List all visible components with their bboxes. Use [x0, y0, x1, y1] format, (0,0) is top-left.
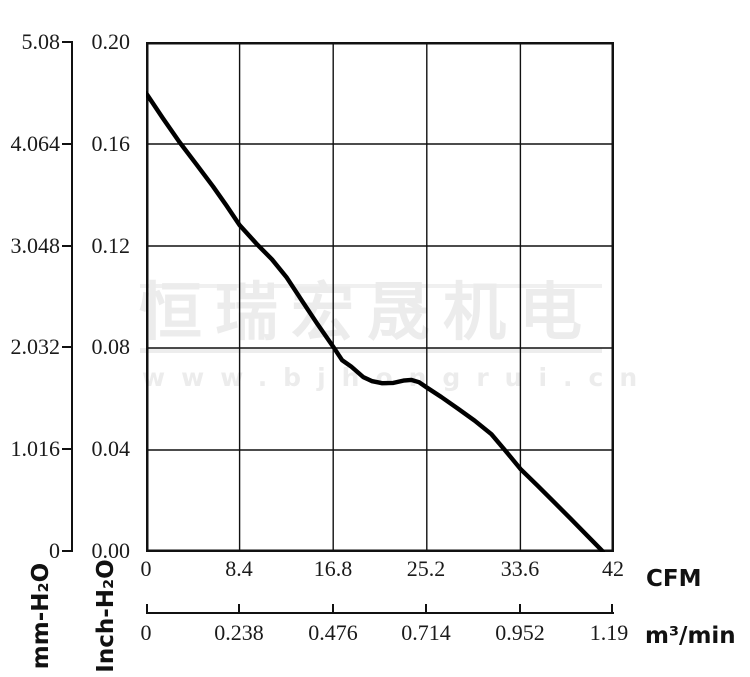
m3min-axis-unit-label: m³/min	[645, 623, 736, 649]
m3min-tick-label: 0.238	[214, 620, 264, 645]
cfm-axis-unit-label: CFM	[646, 566, 702, 592]
cfm-tick-label: 33.6	[500, 556, 540, 581]
mm-h2o-tick-label: 4.064	[10, 131, 61, 156]
cfm-tick-label: 0	[140, 556, 152, 581]
pressure-curve	[146, 90, 606, 552]
mm-h2o-axis-tick	[62, 41, 72, 43]
m3min-axis-tick	[146, 604, 148, 613]
plot-border	[146, 42, 614, 552]
m3min-tick-label: 0.952	[495, 620, 545, 645]
m3min-tick-label: 0.476	[308, 620, 358, 645]
m3min-axis-tick	[332, 604, 334, 613]
mm-h2o-axis-tick	[62, 448, 72, 450]
mm-h2o-tick-label: 5.08	[21, 29, 61, 54]
mm-h2o-axis-tick	[62, 143, 72, 145]
m3min-axis-tick	[425, 604, 427, 613]
mm-h2o-axis-tick	[62, 245, 72, 247]
mm-h2o-tick-label: 0	[49, 538, 60, 563]
watermark-brand-text: 恒瑞宏晟机电	[139, 276, 595, 349]
m3min-axis-tick	[611, 604, 613, 613]
inch-h2o-axis-unit-label: Inch-H₂O	[93, 559, 119, 673]
watermark-bottom-rule	[140, 348, 602, 353]
m3min-axis-tick	[519, 604, 521, 613]
mm-h2o-axis-line	[71, 41, 73, 552]
m3min-axis-line	[146, 612, 614, 614]
mm-h2o-axis-tick	[62, 346, 72, 348]
mm-h2o-axis-unit-label: mm-H₂O	[28, 562, 54, 670]
gridlines	[146, 42, 614, 552]
mm-h2o-tick-label: 2.032	[10, 334, 61, 359]
cfm-tick-label: 25.2	[406, 556, 446, 581]
cfm-tick-label: 16.8	[313, 556, 353, 581]
inch-h2o-tick-label: 0.12	[91, 233, 131, 258]
mm-h2o-tick-label: 3.048	[10, 233, 61, 258]
plot-area	[146, 42, 614, 552]
watermark-top-rule	[140, 284, 602, 288]
m3min-tick-label: 0.714	[401, 620, 451, 645]
m3min-axis-tick	[238, 604, 240, 613]
inch-h2o-tick-label: 0.04	[91, 436, 131, 461]
inch-h2o-tick-label: 0.08	[91, 334, 131, 359]
m3min-tick-label: 1.19	[589, 620, 629, 645]
inch-h2o-tick-label: 0.16	[91, 131, 131, 156]
inch-h2o-tick-label: 0.20	[91, 29, 131, 54]
m3min-tick-label: 0	[140, 620, 152, 645]
cfm-tick-label: 8.4	[225, 556, 253, 581]
mm-h2o-tick-label: 1.016	[10, 436, 61, 461]
watermark-url-text: www.bjhongrui.cn	[142, 363, 654, 392]
cfm-tick-label: 42	[602, 556, 624, 581]
inch-h2o-tick-label: 0.00	[91, 538, 131, 563]
mm-h2o-axis-tick	[62, 550, 72, 552]
